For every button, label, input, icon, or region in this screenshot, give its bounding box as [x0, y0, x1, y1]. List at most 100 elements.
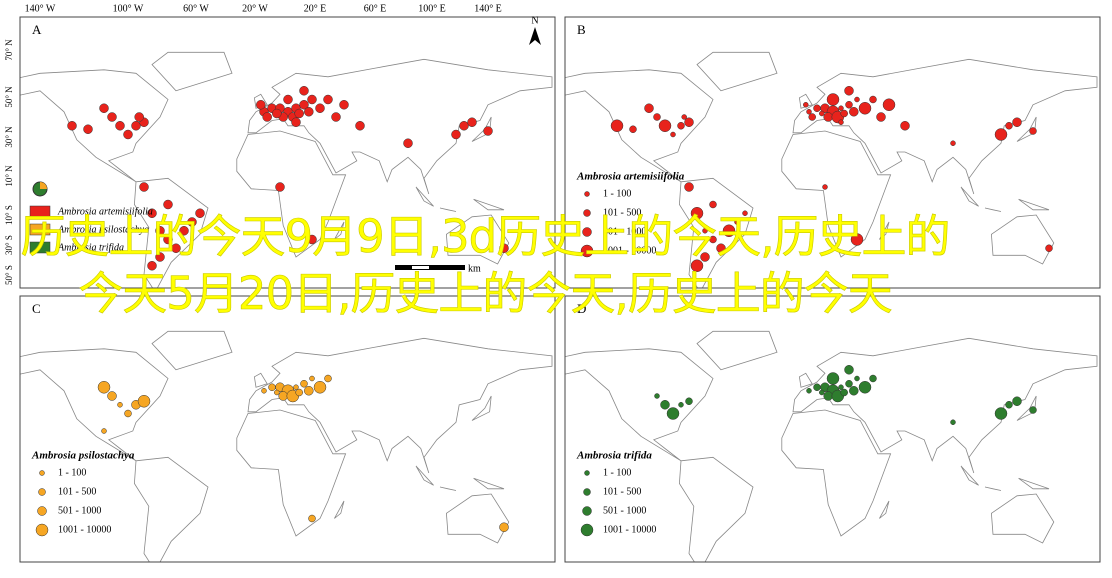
- landmass: [133, 456, 209, 562]
- occurrence-marker: [690, 207, 704, 220]
- occurrence-marker: [313, 381, 327, 394]
- occurrence-marker: [670, 131, 676, 138]
- panel-label: A: [32, 22, 42, 37]
- occurrence-marker: [950, 419, 956, 425]
- occurrence-marker: [1012, 396, 1022, 406]
- occurrence-marker: [107, 112, 117, 122]
- panel-frame: [19, 16, 556, 289]
- legend-class: 1 - 100: [603, 467, 631, 478]
- occurrence-marker: [854, 375, 860, 382]
- occurrence-marker: [304, 107, 314, 117]
- map-panel: A Ambrosia artemisiifolia Ambrosia psilost…: [19, 15, 556, 289]
- landmass: [247, 58, 553, 195]
- occurrence-marker: [139, 182, 149, 192]
- occurrence-marker: [107, 391, 117, 401]
- occurrence-marker: [900, 121, 910, 131]
- legend-marker: [37, 506, 47, 516]
- occurrence-marker: [268, 383, 276, 391]
- occurrence-marker: [304, 386, 314, 396]
- landmass: [1018, 198, 1050, 211]
- longitude-label: 140° W: [25, 3, 56, 14]
- landmass: [984, 207, 1002, 212]
- occurrence-marker: [677, 122, 685, 130]
- landmass: [781, 130, 892, 258]
- occurrence-marker: [808, 113, 816, 121]
- panel-label: B: [577, 22, 586, 37]
- occurrence-marker: [307, 94, 317, 105]
- occurrence-marker: [702, 228, 708, 234]
- occurrence-marker: [403, 138, 413, 148]
- occurrence-marker: [838, 384, 844, 390]
- occurrence-marker: [1029, 406, 1037, 414]
- legend-marker: [584, 191, 590, 197]
- occurrence-marker: [845, 380, 853, 388]
- occurrence-marker: [1029, 127, 1037, 135]
- landmass: [781, 409, 892, 537]
- occurrence-marker: [499, 243, 509, 253]
- landmass: [696, 330, 778, 371]
- occurrence-marker: [155, 226, 165, 236]
- legend-marker: [580, 244, 594, 258]
- legend-marker: [583, 488, 591, 496]
- occurrence-marker: [274, 389, 280, 396]
- occurrence-marker: [293, 384, 299, 390]
- panel-frame: [19, 295, 556, 563]
- landmass: [879, 221, 890, 240]
- occurrence-marker: [813, 383, 821, 391]
- occurrence-marker: [826, 372, 840, 385]
- longitude-label: 20° W: [242, 3, 268, 14]
- landmass: [253, 372, 268, 388]
- landmass: [236, 130, 347, 258]
- occurrence-marker: [97, 381, 111, 394]
- occurrence-marker: [653, 113, 661, 121]
- occurrence-marker: [876, 112, 886, 122]
- legend-marker: [38, 488, 46, 496]
- landmass: [798, 372, 813, 388]
- occurrence-marker: [339, 100, 349, 110]
- occurrence-marker: [844, 365, 854, 375]
- latitude-label: 30° S: [4, 235, 14, 255]
- landmass: [879, 500, 890, 519]
- occurrence-marker: [806, 388, 812, 394]
- occurrence-marker: [171, 243, 181, 253]
- occurrence-marker: [467, 117, 477, 127]
- occurrence-marker: [272, 108, 282, 119]
- occurrence-marker: [275, 182, 285, 192]
- occurrence-marker: [147, 208, 157, 218]
- occurrence-marker: [838, 119, 844, 125]
- scale-bar: [395, 265, 465, 270]
- occurrence-marker: [331, 112, 341, 122]
- map-panel: D Ambrosia trifida 1 - 100 101 - 500 501 - 1…: [564, 295, 1101, 563]
- landmass: [20, 348, 169, 462]
- occurrence-marker: [1012, 117, 1022, 127]
- occurrence-marker: [291, 117, 301, 127]
- map: [565, 330, 1098, 562]
- occurrence-marker: [849, 107, 859, 117]
- landmass: [990, 493, 1055, 544]
- map-panel: C Ambrosia psilostachya 1 - 100 101 - 500 50…: [19, 295, 556, 563]
- landmass: [984, 486, 1002, 491]
- occurrence-marker: [163, 234, 173, 245]
- occurrence-marker: [666, 407, 680, 420]
- legend-marker: [583, 209, 591, 217]
- occurrence-marker: [722, 224, 736, 237]
- occurrence-marker: [451, 129, 461, 140]
- legend-text: Ambrosia psilostachya: [57, 224, 149, 235]
- landmass: [151, 51, 233, 92]
- occurrence-marker: [1005, 401, 1013, 409]
- landmass: [473, 477, 505, 490]
- landmass: [151, 330, 233, 371]
- landmass: [133, 177, 209, 288]
- occurrence-marker: [124, 409, 132, 418]
- occurrence-marker: [315, 103, 325, 113]
- landmass: [473, 198, 505, 211]
- map: [20, 330, 553, 562]
- landmass: [334, 500, 345, 519]
- legend-marker: [582, 506, 592, 516]
- occurrence-marker: [308, 514, 316, 523]
- occurrence-marker: [155, 252, 165, 262]
- occurrence-marker: [179, 226, 189, 236]
- legend-swatch: [29, 223, 51, 236]
- occurrence-marker: [822, 184, 828, 190]
